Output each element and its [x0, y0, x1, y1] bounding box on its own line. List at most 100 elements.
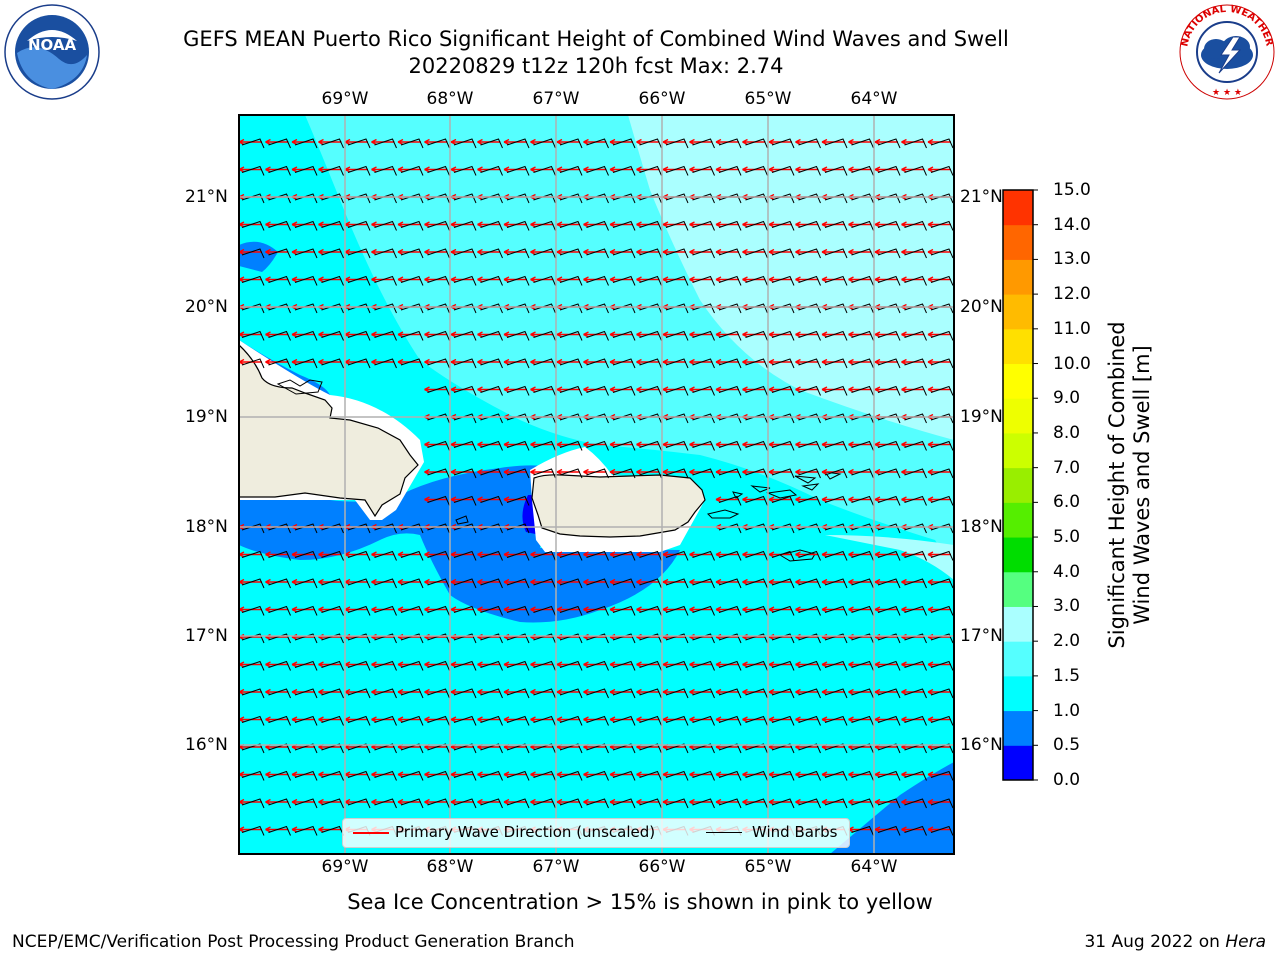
wind-barb [771, 413, 795, 424]
wind-barb [904, 523, 927, 534]
wind-barb [877, 715, 901, 726]
wind-barb [692, 633, 715, 644]
wind-barb [718, 550, 742, 561]
wind-barb [798, 138, 821, 149]
wind-barb [612, 193, 636, 204]
wind-barb [824, 385, 848, 396]
wind-barb [400, 220, 424, 231]
wind-barb [877, 578, 901, 589]
wind-barb [612, 385, 636, 396]
wind-barb [480, 688, 503, 699]
wind-barb [480, 385, 503, 396]
wind-barb [904, 550, 927, 561]
wind-barb [321, 523, 344, 534]
wind-barb [639, 440, 662, 451]
wind-barb [851, 825, 874, 836]
wind-barb [400, 523, 424, 534]
wind-barb [692, 688, 715, 699]
wind-barb [639, 550, 662, 561]
wind-barb [268, 743, 291, 754]
wind-barb [692, 358, 715, 369]
wind-barb [824, 303, 848, 314]
longitude-label-bottom: 64°W [850, 857, 898, 877]
wind-barb [294, 193, 318, 204]
colorbar-tick-label: 11.0 [1053, 318, 1091, 339]
wind-barb [930, 798, 954, 809]
wind-barb [241, 715, 265, 726]
wind-barb [453, 303, 477, 314]
wind-barb [612, 743, 636, 754]
wind-barb [427, 688, 450, 699]
wind-barb [639, 605, 662, 616]
wind-barb [453, 358, 477, 369]
wind-barb [586, 605, 609, 616]
wind-barb [321, 248, 344, 259]
wind-barb [453, 495, 477, 506]
wind-barb [639, 248, 662, 259]
wind-barb [480, 165, 503, 176]
wind-barb [665, 440, 689, 451]
wind-barb [665, 578, 689, 589]
wind-barb [586, 688, 609, 699]
wind-barb [427, 468, 450, 479]
wind-barb [904, 303, 927, 314]
wind-barb [612, 330, 636, 341]
wind-barb [374, 578, 397, 589]
wind-barb [347, 605, 371, 616]
wind-barb [930, 605, 954, 616]
wind-barb [904, 605, 927, 616]
wind-barb [718, 303, 742, 314]
latitude-label-right: 16°N [960, 735, 1003, 755]
wind-barb [241, 825, 265, 836]
wind-barb [321, 275, 344, 286]
wind-barb [771, 468, 795, 479]
wind-barb [294, 688, 318, 699]
wind-barb [453, 220, 477, 231]
wind-barb [347, 248, 371, 259]
wind-barb [930, 578, 954, 589]
wind-barb [533, 303, 556, 314]
wind-barb [745, 715, 768, 726]
wind-barb [612, 798, 636, 809]
wind-barb [374, 165, 397, 176]
wind-barb [268, 633, 291, 644]
wind-barb [427, 413, 450, 424]
latitude-label-left: 17°N [185, 626, 228, 646]
wind-barb [877, 825, 901, 836]
wind-barb [559, 165, 583, 176]
wind-barb [718, 578, 742, 589]
date-text: 31 Aug 2022 on [1084, 932, 1226, 952]
wind-barb [427, 385, 450, 396]
wind-barb [480, 220, 503, 231]
wind-barb [400, 770, 424, 781]
wind-barb [400, 303, 424, 314]
wind-barb [692, 770, 715, 781]
wind-barb [904, 358, 927, 369]
wind-barb [930, 330, 954, 341]
wind-barb [904, 413, 927, 424]
wind-barb [586, 385, 609, 396]
map-legend: Primary Wave Direction (unscaled) Wind B… [342, 818, 850, 848]
wind-barb [639, 193, 662, 204]
wind-barb [533, 385, 556, 396]
wind-barb [400, 275, 424, 286]
wind-barb [480, 605, 503, 616]
wind-barb [930, 358, 954, 369]
colorbar-band [1003, 571, 1033, 607]
wind-barb [718, 330, 742, 341]
colorbar-tick-label: 10.0 [1053, 353, 1091, 374]
wind-barb [824, 330, 848, 341]
wind-barb [798, 715, 821, 726]
wind-barb [559, 605, 583, 616]
wind-barb [930, 550, 954, 561]
wind-barb [586, 220, 609, 231]
wind-barb [639, 770, 662, 781]
wave-height-field [239, 115, 954, 854]
wind-barb [559, 688, 583, 699]
wind-barb [321, 633, 344, 644]
wind-barb [745, 688, 768, 699]
wind-barb [851, 688, 874, 699]
wind-barb [877, 220, 901, 231]
wind-barb [480, 275, 503, 286]
wind-barb [533, 688, 556, 699]
